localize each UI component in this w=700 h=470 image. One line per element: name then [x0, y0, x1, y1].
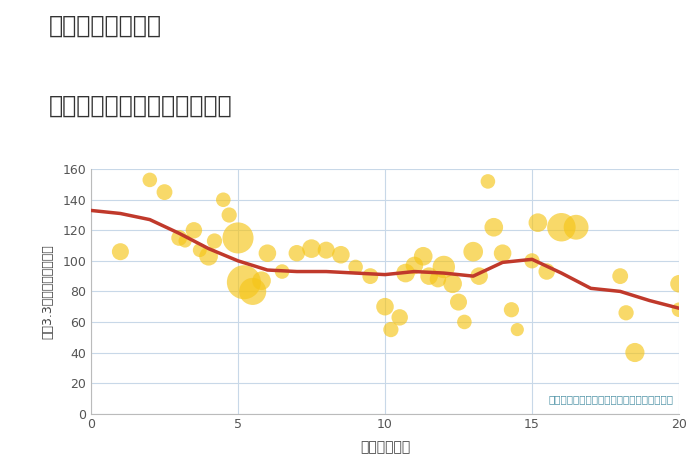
- Point: [209, 237, 220, 245]
- Point: [615, 272, 626, 280]
- Point: [188, 227, 199, 234]
- Point: [473, 272, 484, 280]
- Point: [673, 306, 685, 313]
- Point: [506, 306, 517, 313]
- Point: [194, 246, 205, 254]
- Point: [433, 275, 444, 283]
- Point: [291, 250, 302, 257]
- Point: [159, 188, 170, 196]
- Point: [497, 250, 508, 257]
- Point: [673, 280, 685, 288]
- Text: 駅距離別中古マンション価格: 駅距離別中古マンション価格: [49, 94, 232, 118]
- Point: [532, 219, 543, 227]
- Point: [482, 178, 493, 185]
- Point: [115, 248, 126, 255]
- X-axis label: 駅距離（分）: 駅距離（分）: [360, 440, 410, 454]
- Point: [256, 277, 267, 284]
- Point: [418, 252, 429, 260]
- Point: [306, 245, 317, 252]
- Point: [321, 246, 332, 254]
- Point: [438, 263, 449, 271]
- Point: [409, 262, 420, 269]
- Point: [276, 268, 288, 275]
- Text: 埼玉県新井宿駅の: 埼玉県新井宿駅の: [49, 14, 162, 38]
- Point: [179, 237, 190, 245]
- Point: [541, 268, 552, 275]
- Point: [238, 278, 249, 286]
- Point: [468, 248, 479, 255]
- Text: 円の大きさは、取引のあった物件面積を示す: 円の大きさは、取引のあった物件面積を示す: [548, 394, 673, 404]
- Point: [512, 326, 523, 333]
- Point: [556, 223, 567, 231]
- Y-axis label: 坪（3.3㎡）単価（万円）: 坪（3.3㎡）単価（万円）: [41, 244, 54, 339]
- Point: [629, 349, 641, 356]
- Point: [144, 176, 155, 184]
- Point: [458, 318, 470, 326]
- Point: [394, 313, 405, 321]
- Point: [223, 211, 235, 219]
- Point: [350, 263, 361, 271]
- Point: [203, 252, 214, 260]
- Point: [232, 234, 244, 242]
- Point: [526, 257, 538, 265]
- Point: [247, 288, 258, 295]
- Point: [379, 303, 391, 310]
- Point: [570, 223, 582, 231]
- Point: [335, 251, 346, 258]
- Point: [218, 196, 229, 204]
- Point: [620, 309, 631, 317]
- Point: [385, 326, 396, 333]
- Point: [262, 250, 273, 257]
- Point: [447, 280, 458, 288]
- Point: [365, 272, 376, 280]
- Point: [174, 234, 185, 242]
- Point: [400, 269, 411, 277]
- Point: [453, 298, 464, 306]
- Point: [424, 272, 435, 280]
- Point: [488, 223, 499, 231]
